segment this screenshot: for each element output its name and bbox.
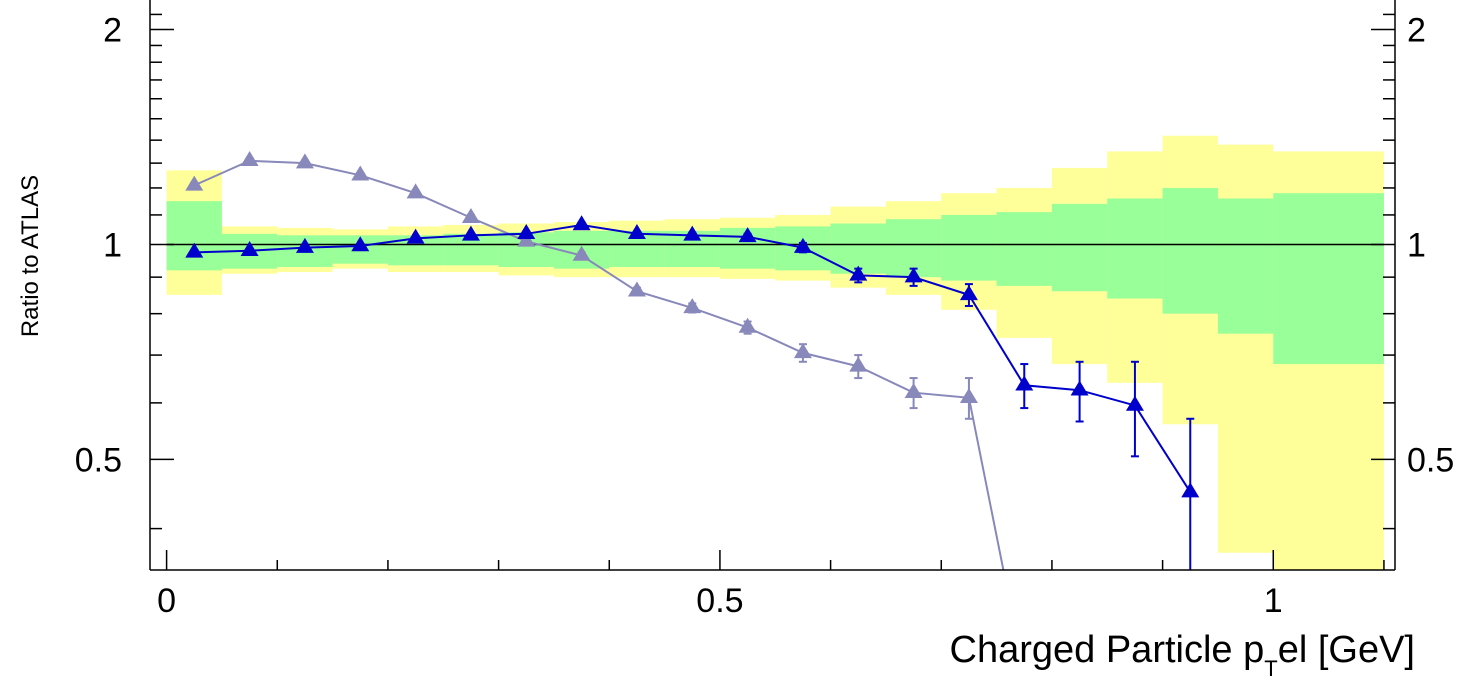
axes: 0.5 0.5 1 1 2 2 0 0.5 1 [75, 0, 1454, 620]
y-tick-label-left-0: 0.5 [75, 441, 122, 479]
series-1-point-12 [849, 265, 868, 281]
series-1-point-6 [517, 224, 536, 240]
series-0-point-6 [517, 231, 536, 247]
series-1-point-15 [1015, 375, 1034, 391]
series-0-point-2 [295, 153, 314, 169]
y-axis-title: Ratio to ATLAS [17, 175, 44, 337]
x-tick-label-1: 0.5 [696, 582, 743, 620]
x-axis-title-main: Charged Particle p [950, 629, 1265, 671]
axis-labels: Charged Particle pTel [GeV] Ratio to ATL… [17, 175, 1415, 681]
series-1-point-4 [406, 228, 425, 244]
series-1-point-2 [295, 237, 314, 253]
series-0-point-12 [849, 356, 868, 372]
y-tick-label-right-2: 2 [1407, 12, 1426, 50]
x-tick-label-2: 1 [1264, 582, 1283, 620]
series-0-point-4 [406, 183, 425, 199]
series-1-point-13 [904, 267, 923, 283]
x-axis-title-subscript: T [1264, 656, 1277, 681]
series-1-point-7 [572, 215, 591, 231]
series-1-point-16 [1070, 380, 1089, 396]
series-1-point-1 [240, 240, 259, 256]
inner-band-bin-19 [1217, 198, 1274, 334]
inner-band-bin-20 [1273, 193, 1384, 365]
series-0-point-11 [793, 343, 812, 359]
series-0-point-3 [351, 165, 370, 181]
series-1-point-14 [959, 285, 978, 301]
series-1 [185, 215, 1200, 570]
series-1-point-11 [793, 237, 812, 253]
series-layer [185, 151, 1200, 570]
series-1-point-5 [461, 225, 480, 241]
series-1-point-8 [627, 224, 646, 240]
inner-band-bin-18 [1162, 187, 1218, 314]
inner-band-bin-15 [996, 212, 1052, 286]
series-1-point-0 [185, 242, 204, 258]
series-1-point-17 [1125, 395, 1144, 411]
series-0 [185, 151, 1005, 570]
series-0-point-5 [461, 208, 480, 224]
series-0-point-8 [627, 281, 646, 297]
x-axis-title: Charged Particle pTel [GeV] [950, 629, 1415, 681]
x-axis-title-rest: el [GeV] [1278, 629, 1415, 671]
inner-band-bin-14 [941, 214, 997, 281]
series-1-point-3 [351, 236, 370, 252]
y-tick-label-left-1: 1 [103, 226, 122, 264]
series-1-point-9 [683, 225, 702, 241]
uncertainty-bands [166, 135, 1384, 570]
inner-band-bin-16 [1051, 203, 1108, 292]
inner-band-bin-17 [1107, 198, 1163, 299]
series-1-point-10 [738, 227, 757, 243]
series-1-point-18 [1181, 482, 1200, 498]
series-0-point-1 [240, 151, 259, 167]
x-tick-label-0: 0 [157, 582, 176, 620]
y-tick-label-left-2: 2 [103, 12, 122, 50]
series-0-point-7 [572, 245, 591, 261]
series-0-point-10 [738, 317, 757, 333]
series-0-line [193, 159, 1005, 570]
inner-band-bin-0 [166, 201, 222, 271]
y-tick-label-right-1: 1 [1407, 226, 1426, 264]
y-tick-label-right-0: 0.5 [1407, 441, 1454, 479]
series-0-point-14 [959, 387, 978, 403]
series-0-point-13 [904, 382, 923, 398]
series-0-point-9 [683, 298, 702, 314]
series-0-point-0 [185, 175, 204, 191]
